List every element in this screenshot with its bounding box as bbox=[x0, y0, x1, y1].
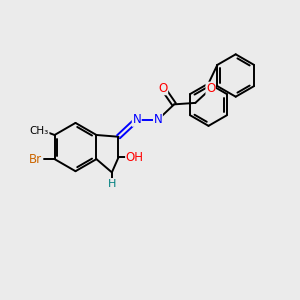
Text: H: H bbox=[108, 178, 116, 189]
Text: CH₃: CH₃ bbox=[30, 126, 49, 136]
Text: N: N bbox=[154, 113, 162, 126]
Text: O: O bbox=[158, 82, 168, 95]
Text: N: N bbox=[132, 113, 141, 126]
Text: OH: OH bbox=[126, 151, 144, 164]
Text: Br: Br bbox=[29, 153, 42, 166]
Text: O: O bbox=[206, 82, 215, 95]
